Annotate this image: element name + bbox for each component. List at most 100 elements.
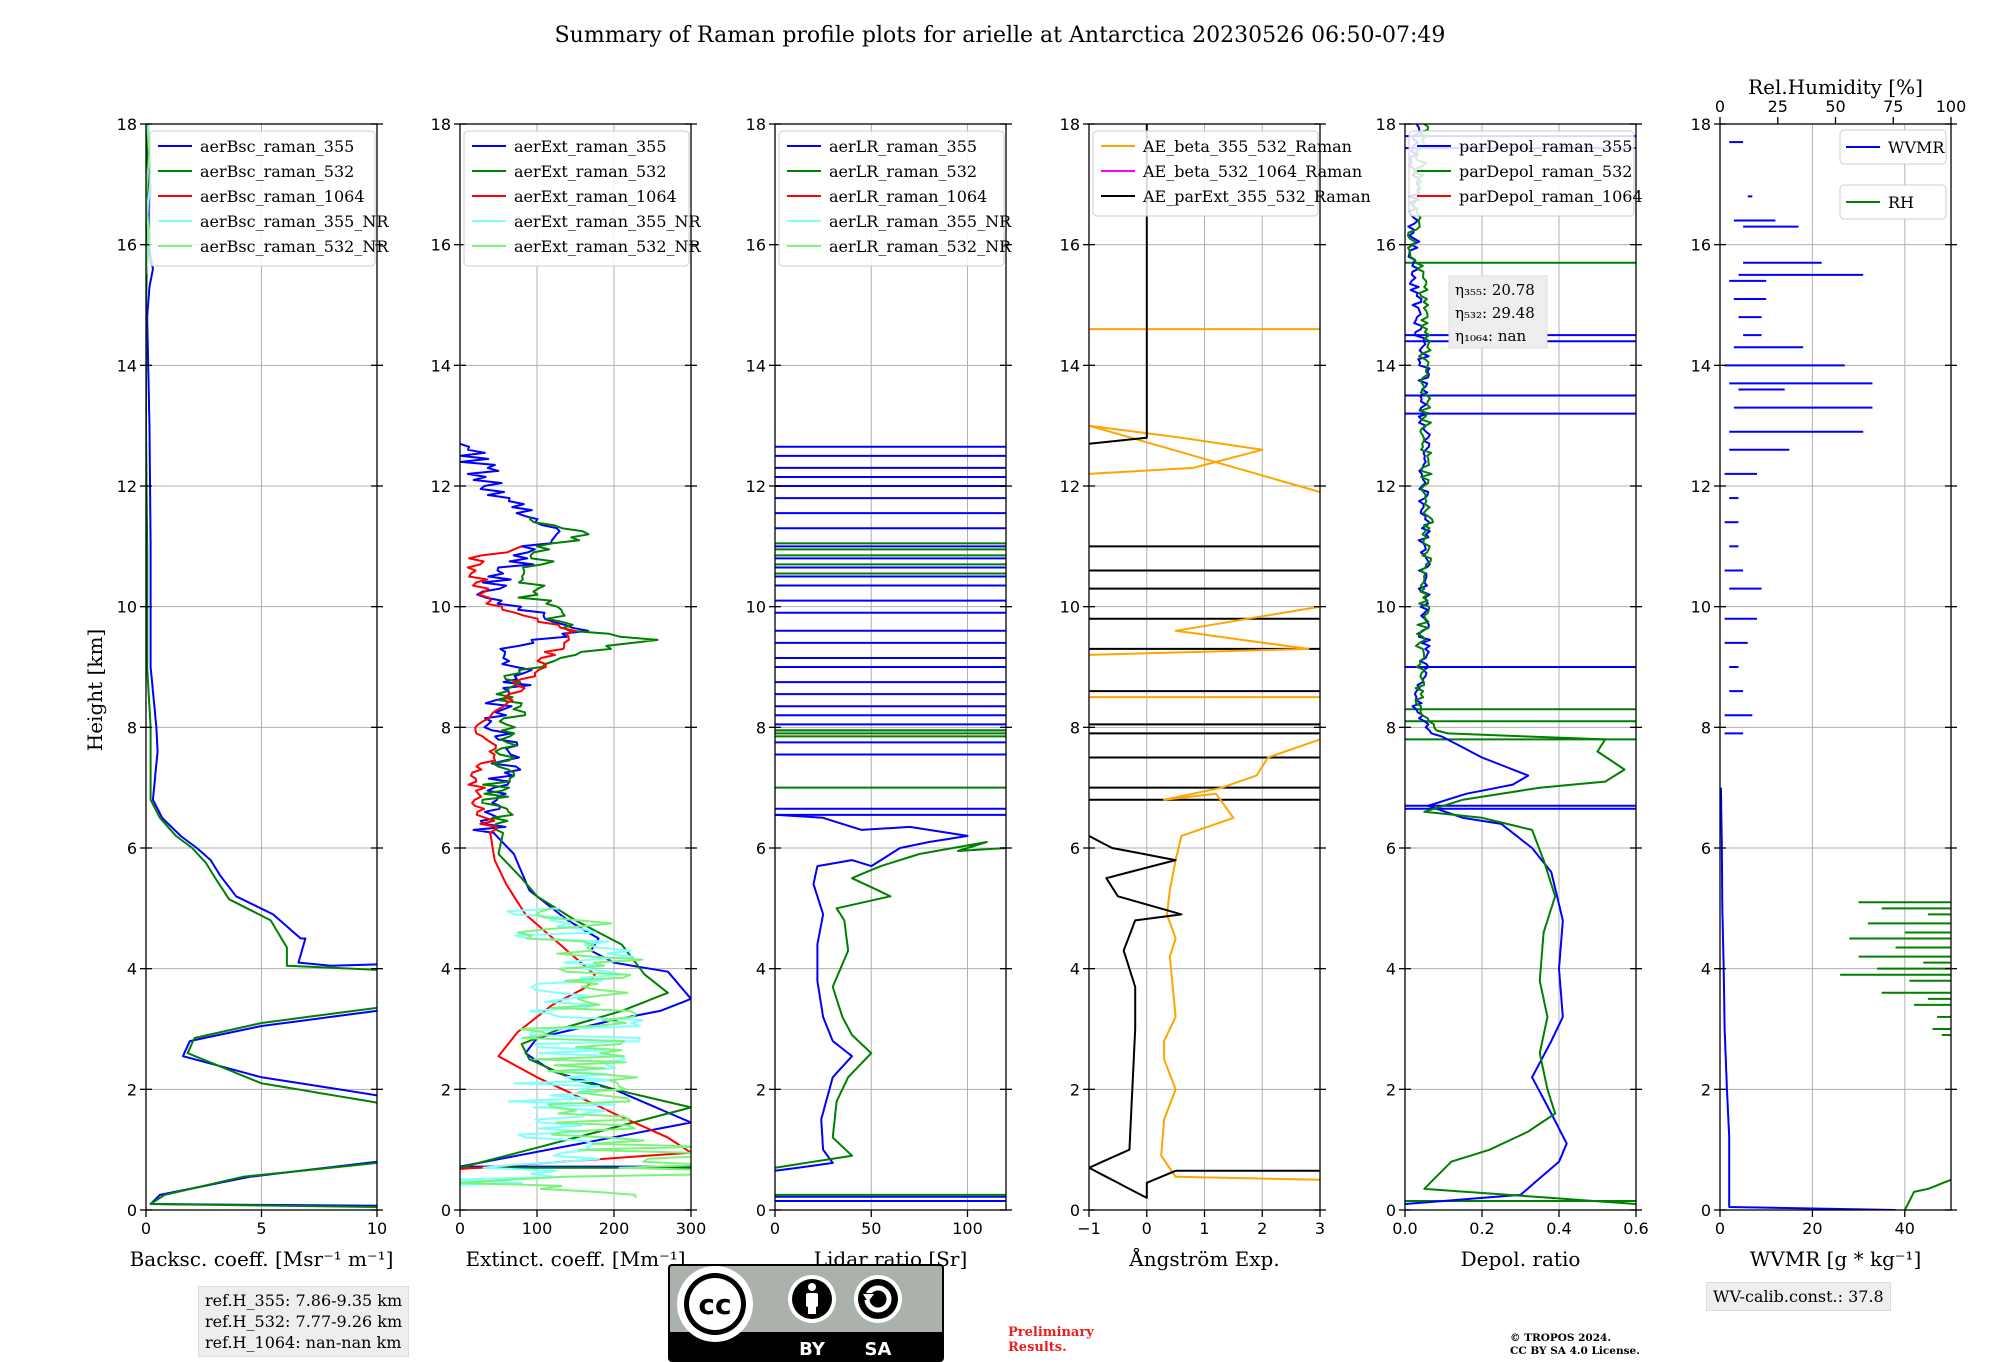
y-tick-label: 18: [1060, 115, 1080, 134]
x-axis-label: Depol. ratio: [1461, 1247, 1581, 1271]
legend-label: aerLR_raman_532_NR: [829, 237, 1012, 256]
y-tick-label: 16: [1060, 236, 1080, 255]
axes-frame: [774, 123, 1007, 1211]
legend-label: aerLR_raman_355: [829, 137, 977, 156]
x-tick-label: 0.4: [1546, 1219, 1571, 1238]
y-tick-label: 6: [1070, 839, 1080, 858]
x-tick-label: 1: [1199, 1219, 1209, 1238]
series-line-aerExt_raman_355_NR: [460, 907, 644, 1187]
legend-label: aerBsc_raman_532: [200, 162, 354, 181]
series-line-aerLR_raman_532: [775, 841, 1006, 1169]
y-tick-label: 6: [127, 839, 137, 858]
sa-label: SA: [865, 1339, 892, 1360]
top-x-tick-label: 100: [1936, 97, 1967, 116]
y-axis-label: Height [km]: [83, 629, 107, 751]
x-tick-label: 300: [676, 1219, 707, 1238]
x-tick-label: 0: [1142, 1219, 1152, 1238]
x-tick-label: 100: [522, 1219, 553, 1238]
axes-frame: [459, 123, 692, 1211]
y-tick-label: 8: [127, 718, 137, 737]
top-x-axis-label: Rel.Humidity [%]: [1748, 75, 1923, 99]
legend-angstrom: AE_beta_355_532_Raman AE_beta_532_1064_Ra…: [1092, 130, 1371, 217]
legend-label: aerExt_raman_1064: [514, 187, 677, 206]
y-tick-label: 2: [1701, 1080, 1711, 1099]
x-tick-label: 0: [141, 1219, 151, 1238]
y-tick-label: 12: [1060, 477, 1080, 496]
legend-label: aerExt_raman_355: [514, 137, 667, 156]
legend-label: AE_beta_355_532_Raman: [1142, 137, 1352, 156]
preliminary-line-2: Results.: [1008, 1340, 1067, 1355]
y-tick-label: 0: [441, 1201, 451, 1220]
x-axis-label: Backsc. coeff. [Msr⁻¹ m⁻¹]: [130, 1247, 394, 1271]
legend-label: aerExt_raman_532_NR: [514, 237, 702, 256]
x-tick-label: 3: [1315, 1219, 1325, 1238]
legend-label: aerLR_raman_355_NR: [829, 212, 1012, 231]
y-tick-label: 12: [1376, 477, 1396, 496]
x-tick-label: 0.6: [1623, 1219, 1648, 1238]
wv-calib-box: WV-calib.const.: 37.8: [1706, 1282, 1891, 1311]
x-tick-label: 0: [455, 1219, 465, 1238]
y-tick-label: 18: [1691, 115, 1711, 134]
y-tick-label: 16: [1691, 236, 1711, 255]
top-x-tick-label: 50: [1825, 97, 1845, 116]
y-tick-label: 12: [1691, 477, 1711, 496]
y-tick-label: 16: [117, 236, 137, 255]
ref-height-355: ref.H_355: 7.86-9.35 km: [205, 1291, 403, 1310]
preliminary-line-1: Preliminary: [1008, 1325, 1094, 1340]
legend-backscatter: aerBsc_raman_355 aerBsc_raman_532 aerBsc_r…: [149, 130, 389, 267]
y-tick-label: 4: [756, 960, 766, 979]
legend-extinction: aerExt_raman_355 aerExt_raman_532 aerExt_r…: [463, 130, 702, 267]
y-tick-label: 8: [1386, 718, 1396, 737]
plot-area-lidar_ratio: [775, 445, 1006, 1202]
panel-depol: 0 2 4 6 8 10 12 14 16 18 0.0 0.2 0.4 0.6 Depol. ratio p…: [1376, 115, 1649, 1271]
legend-box: [1408, 130, 1635, 217]
legend-label: aerLR_raman_532: [829, 162, 977, 181]
y-tick-label: 0: [756, 1201, 766, 1220]
legend-box: [1839, 184, 1947, 220]
annotation-line: η₃₅₅: 20.78: [1455, 281, 1535, 299]
legend-label: aerLR_raman_1064: [829, 187, 987, 206]
y-tick-label: 16: [431, 236, 451, 255]
top-x-tick-label: 75: [1883, 97, 1903, 116]
y-tick-label: 18: [1376, 115, 1396, 134]
legend-box: [149, 130, 376, 267]
cc-text: cc: [698, 1288, 731, 1321]
legend-label: WVMR: [1888, 138, 1945, 157]
y-tick-label: 18: [117, 115, 137, 134]
y-tick-label: 4: [1070, 960, 1080, 979]
x-tick-label: 5: [256, 1219, 266, 1238]
x-axis-label: Ångström Exp.: [1128, 1246, 1279, 1271]
y-tick-label: 10: [1376, 598, 1396, 617]
x-tick-label: 50: [861, 1219, 881, 1238]
top-x-tick-label: 0: [1715, 97, 1725, 116]
x-tick-label: 10: [367, 1219, 387, 1238]
y-tick-label: 8: [1070, 718, 1080, 737]
legend-label: parDepol_raman_355: [1459, 137, 1632, 156]
y-tick-label: 18: [431, 115, 451, 134]
x-tick-label: 40: [1895, 1219, 1915, 1238]
series-line-aerBsc_raman_355: [146, 124, 377, 1207]
series-line-parDepol_raman_532: [1406, 124, 1636, 1205]
annotation-line: η₅₃₂: 29.48: [1455, 304, 1535, 322]
legend-label: RH: [1888, 193, 1914, 212]
y-tick-label: 6: [756, 839, 766, 858]
plot-area-extinction: [460, 442, 691, 1199]
copyright-note: © TROPOS 2024. CC BY SA 4.0 License.: [1510, 1332, 1640, 1358]
x-tick-label: 0.0: [1392, 1219, 1417, 1238]
legend-box: [1092, 130, 1319, 217]
x-tick-label: 2: [1257, 1219, 1267, 1238]
y-tick-label: 6: [441, 839, 451, 858]
y-tick-label: 14: [117, 356, 137, 375]
y-tick-label: 2: [441, 1080, 451, 1099]
y-tick-label: 12: [117, 477, 137, 496]
axes-frame: [1404, 123, 1637, 1211]
y-tick-label: 10: [431, 598, 451, 617]
legend-box: [1839, 129, 1947, 165]
legend-label: parDepol_raman_532: [1459, 162, 1632, 181]
legend-label: aerExt_raman_355_NR: [514, 212, 702, 231]
series-line-AE_beta_355_532_Raman_top: [1089, 424, 1320, 493]
copyright-line-2: CC BY SA 4.0 License.: [1510, 1345, 1640, 1357]
y-tick-label: 6: [1386, 839, 1396, 858]
y-tick-label: 0: [127, 1201, 137, 1220]
